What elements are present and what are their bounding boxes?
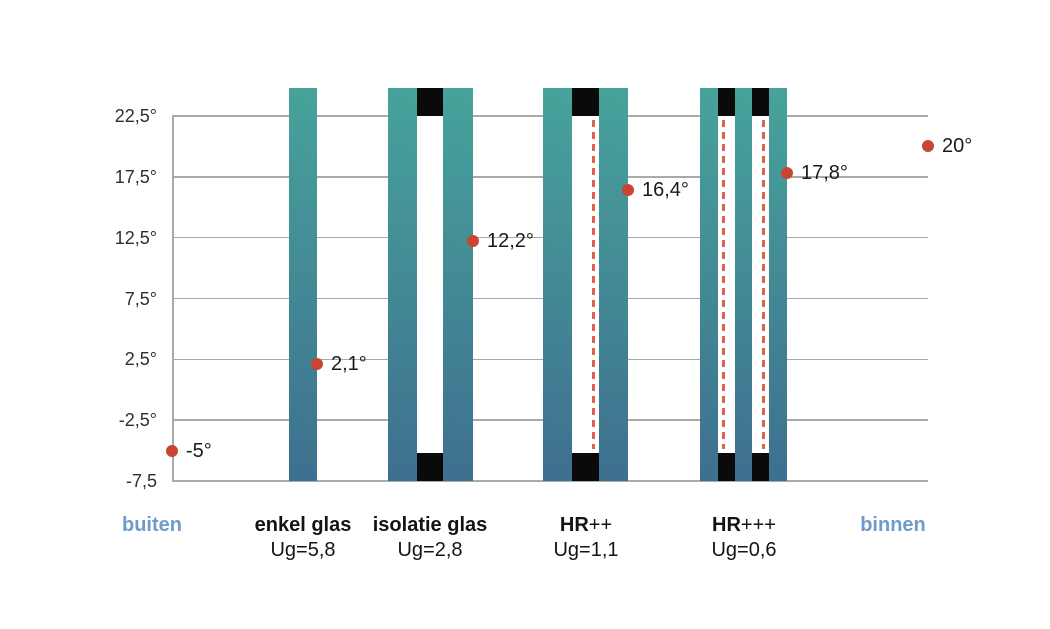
- category-name-bold: HR: [559, 514, 589, 536]
- temperature-point-isolatie-glas: [467, 235, 479, 248]
- category-name-light: ++: [588, 514, 613, 536]
- temperature-value-label: 20°: [942, 135, 973, 158]
- y-axis-tick-label: -2,5°: [118, 410, 157, 431]
- category-name-bold: binnen: [860, 514, 926, 536]
- y-axis-tick-label: 7,5°: [124, 288, 157, 309]
- category-ug-value: Ug=2,8: [397, 539, 463, 561]
- category-label-isolatie-glas: isolatie glas Ug=2,8: [340, 513, 520, 563]
- category-name: HR+++: [654, 513, 834, 538]
- glass-pane-enkel-glas-1: [289, 88, 317, 481]
- temperature-value-label: 2,1°: [331, 353, 367, 376]
- temperature-value-label: 12,2°: [487, 230, 534, 253]
- category-label-binnen: binnen: [803, 513, 983, 538]
- low-e-coating-dashed-line: [762, 120, 765, 449]
- spacer-top: [752, 88, 769, 116]
- temperature-point-buiten: [166, 444, 178, 457]
- glass-pane-HR+++-3: [769, 88, 787, 481]
- glazing-cavity: [417, 88, 443, 481]
- y-axis-tick-label: 2,5°: [124, 349, 157, 370]
- y-axis-line: [172, 116, 174, 481]
- temperature-value-label: 17,8°: [801, 162, 848, 185]
- low-e-coating-dashed-line: [722, 120, 725, 449]
- category-name: HR++: [496, 513, 676, 538]
- temperature-value-label: -5°: [186, 439, 212, 462]
- spacer-top: [572, 88, 599, 116]
- category-name: binnen: [803, 513, 983, 538]
- y-axis-tick-label: 22,5°: [114, 106, 157, 126]
- category-ug-value: Ug=5,8: [270, 539, 336, 561]
- temperature-point-enkel-glas: [311, 358, 323, 371]
- gridline--7.5: [172, 480, 928, 482]
- category-name: enkel glas: [213, 513, 393, 538]
- spacer-top: [718, 88, 735, 116]
- glazing-cavity: [752, 88, 769, 481]
- glass-pane-HR++-1: [543, 88, 572, 481]
- spacer-bottom: [718, 453, 735, 481]
- y-axis-tick-label: 17,5°: [114, 166, 157, 187]
- category-name-bold: isolatie glas: [372, 514, 488, 536]
- temperature-value-label: 16,4°: [642, 179, 689, 202]
- y-axis-tick-label: -7,5: [125, 471, 157, 491]
- temperature-point-HR++: [622, 184, 634, 197]
- category-ug-value: Ug=1,1: [553, 539, 619, 561]
- glass-pane-isolatie-glas-1: [388, 88, 417, 481]
- glazing-cavity: [718, 88, 735, 481]
- low-e-coating-dashed-line: [592, 120, 595, 449]
- spacer-bottom: [572, 453, 599, 481]
- category-name: buiten: [62, 513, 242, 538]
- category-label-enkel-glas: enkel glas Ug=5,8: [213, 513, 393, 563]
- spacer-top: [417, 88, 443, 116]
- category-ug-value: Ug=0,6: [711, 539, 777, 561]
- glass-pane-HR+++-1: [700, 88, 718, 481]
- category-name-light: +++: [740, 514, 776, 536]
- spacer-bottom: [417, 453, 443, 481]
- category-label-HR+++: HR+++ Ug=0,6: [654, 513, 834, 563]
- glass-pane-HR+++-2: [735, 88, 752, 481]
- spacer-bottom: [752, 453, 769, 481]
- category-label-buiten: buiten: [62, 513, 242, 538]
- temperature-point-binnen: [922, 140, 934, 153]
- category-label-HR++: HR++ Ug=1,1: [496, 513, 676, 563]
- category-name-bold: buiten: [122, 514, 182, 536]
- category-name-bold: enkel glas: [254, 514, 352, 536]
- temperature-point-HR+++: [781, 167, 793, 180]
- y-axis-tick-label: 12,5°: [114, 227, 157, 248]
- glass-pane-HR++-2: [599, 88, 628, 481]
- glass-pane-isolatie-glas-2: [443, 88, 473, 481]
- category-name: isolatie glas: [340, 513, 520, 538]
- category-name-bold: HR: [712, 514, 741, 536]
